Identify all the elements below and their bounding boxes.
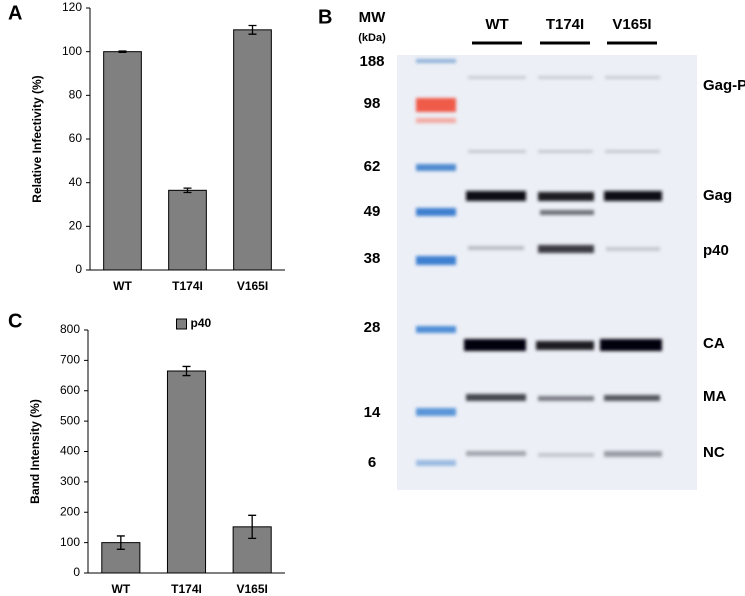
x-tick-label: WT <box>112 582 131 596</box>
y-tick-label: 800 <box>60 322 80 336</box>
blot-membrane <box>397 55 697 490</box>
y-tick-label: 40 <box>69 175 83 189</box>
mw-marker: 6 <box>368 454 376 471</box>
ladder <box>416 59 456 466</box>
mw-marker: 28 <box>364 319 381 336</box>
y-tick-label: 500 <box>60 413 80 427</box>
band-label: Gag <box>703 187 732 204</box>
lane-label: T174I <box>546 16 584 33</box>
band-label: MA <box>703 388 726 405</box>
mw-marker: 188 <box>359 53 384 70</box>
x-tick-label: WT <box>113 279 132 293</box>
y-tick-label: 400 <box>60 444 80 458</box>
mw-title: MW <box>359 9 386 26</box>
error-bar <box>248 514 257 540</box>
mw-unit: (kDa) <box>358 32 386 44</box>
legend-swatch <box>176 318 187 330</box>
panel-label: A <box>8 2 22 24</box>
bar <box>168 189 207 271</box>
mw-marker: 49 <box>364 203 381 220</box>
error-bar <box>182 365 191 377</box>
y-axis-label: Band Intensity (%) <box>28 399 42 504</box>
band-label: CA <box>703 335 725 352</box>
error-bar <box>183 187 192 194</box>
y-tick-label: 600 <box>60 383 80 397</box>
x-tick-label: V165I <box>237 279 268 293</box>
y-tick-label: 200 <box>60 504 80 518</box>
y-axis-label: Relative Infectivity (%) <box>30 75 44 202</box>
x-tick-label: T174I <box>171 582 202 596</box>
x-tick-label: V165I <box>236 582 267 596</box>
y-tick-label: 120 <box>62 0 82 14</box>
y-tick-label: 80 <box>69 88 83 102</box>
blot-bands <box>464 76 662 457</box>
bar <box>103 51 142 271</box>
panel-label: B <box>318 6 332 28</box>
y-tick-label: 100 <box>62 44 82 58</box>
error-bar <box>116 535 125 550</box>
mw-marker: 62 <box>364 158 381 175</box>
band-label: NC <box>703 444 725 461</box>
y-tick-label: 60 <box>69 131 83 145</box>
y-tick-label: 100 <box>60 535 80 549</box>
band-label: Gag-Pol <box>703 77 745 94</box>
bar <box>233 29 272 271</box>
y-tick-label: 0 <box>75 262 82 276</box>
y-tick-label: 20 <box>69 219 83 233</box>
y-tick-label: 300 <box>60 474 80 488</box>
legend-label: p40 <box>191 316 212 330</box>
x-tick-label: T174I <box>172 279 203 293</box>
lane-label: WT <box>485 16 508 33</box>
lane-label: V165I <box>612 16 651 33</box>
mw-marker: 98 <box>364 95 381 112</box>
bar <box>166 370 207 574</box>
y-tick-label: 0 <box>73 565 80 579</box>
band-label: p40 <box>703 242 729 259</box>
error-bar <box>118 50 127 53</box>
mw-marker: 14 <box>364 404 381 421</box>
y-tick-label: 700 <box>60 353 80 367</box>
panel-label: C <box>8 310 22 332</box>
mw-marker: 38 <box>364 250 381 267</box>
error-bar <box>248 24 257 35</box>
